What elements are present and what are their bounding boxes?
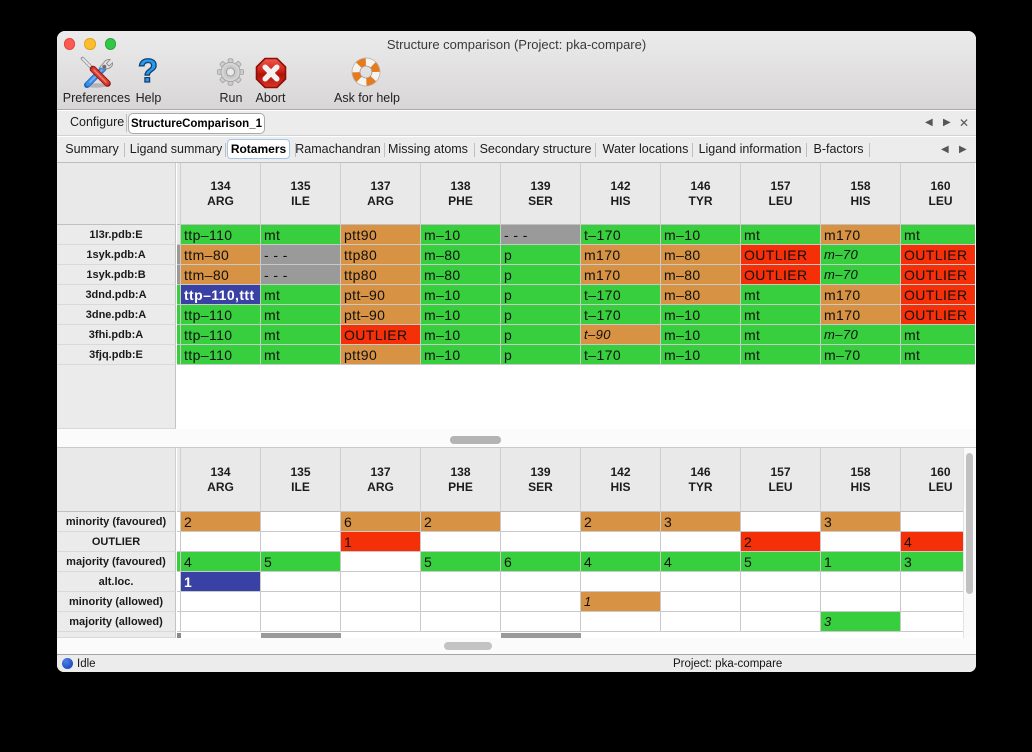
svg-text:?: ? — [138, 55, 158, 89]
